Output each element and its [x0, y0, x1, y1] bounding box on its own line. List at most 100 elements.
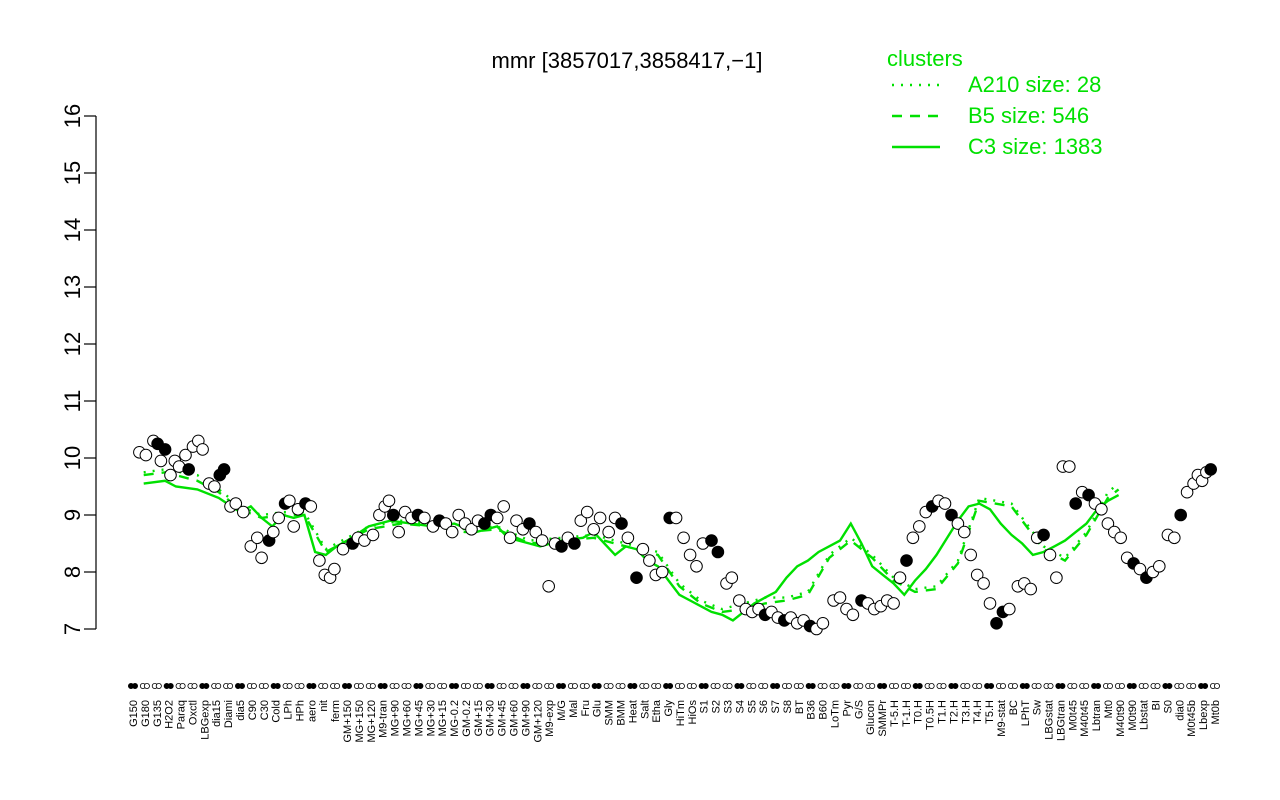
- data-point: [990, 617, 1003, 630]
- data-point: [1174, 508, 1187, 522]
- data-point: [164, 468, 177, 482]
- x-tick-label: Mt0b: [1210, 700, 1222, 724]
- x-rug-mark: [881, 683, 888, 690]
- x-rug-mark: [1190, 683, 1197, 690]
- x-tick-label: S2: [711, 700, 723, 713]
- data-point: [510, 514, 523, 528]
- x-tick-label: Mt0: [1103, 700, 1115, 718]
- data-point: [392, 525, 406, 539]
- data-point: [1043, 548, 1057, 562]
- x-tick-label: BC: [1008, 700, 1020, 715]
- x-rug-mark: [571, 683, 578, 690]
- y-tick-label: 9: [60, 509, 85, 521]
- y-axis: 7 8 9 10 11 12 13 14 15 16: [60, 104, 97, 635]
- data-point: [711, 545, 725, 559]
- data-point: [382, 494, 396, 508]
- x-tick-label: GM+30: [485, 700, 497, 736]
- data-point: [523, 517, 536, 530]
- data-point: [1114, 531, 1127, 545]
- x-rug-mark: [1000, 683, 1007, 690]
- data-point: [602, 525, 616, 539]
- x-rug-mark: [322, 683, 329, 690]
- data-point: [643, 554, 656, 567]
- x-rug-mark: [250, 683, 257, 690]
- x-tick-label: S6: [758, 700, 770, 713]
- data-point: [893, 571, 907, 585]
- x-rug-mark: [774, 683, 781, 690]
- x-tick-label: Etha: [651, 699, 663, 723]
- x-rug-mark: [964, 683, 971, 690]
- data-point: [490, 511, 504, 525]
- x-rug-mark: [976, 683, 983, 690]
- x-tick-label: MG+120: [366, 700, 378, 743]
- x-tick-label: M/G: [556, 700, 568, 721]
- x-tick-label: nit: [318, 700, 330, 712]
- x-rug-mark: [786, 683, 793, 690]
- legend-title: clusters: [887, 46, 963, 71]
- data-point: [217, 463, 231, 476]
- x-rug-mark: [238, 683, 245, 690]
- x-rug-mark: [286, 683, 293, 690]
- x-rug-mark: [476, 683, 483, 690]
- x-rug-mark: [345, 683, 352, 690]
- x-tick-label: T0.5H: [925, 700, 937, 730]
- x-rug-mark: [690, 683, 697, 690]
- x-tick-label: dia0: [1174, 700, 1186, 721]
- x-rug-mark: [262, 683, 269, 690]
- x-rug-mark: [191, 683, 198, 690]
- data-point: [887, 597, 900, 610]
- x-tick-label: Salt: [639, 700, 651, 719]
- x-tick-label: M9-stat: [996, 700, 1008, 737]
- data-point: [196, 443, 209, 456]
- x-tick-label: B60: [818, 700, 830, 720]
- data-point: [304, 500, 318, 513]
- x-rug-mark: [227, 683, 234, 690]
- x-rug-mark: [1130, 683, 1137, 690]
- x-rug-mark: [167, 683, 174, 690]
- x-tick-label: M9-exp: [544, 700, 556, 737]
- legend-entry-label: A210 size: 28: [968, 72, 1101, 97]
- data-point: [283, 494, 296, 508]
- x-tick-label: HiTm: [675, 700, 687, 726]
- x-tick-label: S5: [746, 700, 758, 713]
- x-tick-label: M0t90: [1127, 700, 1139, 731]
- data-point: [328, 562, 341, 576]
- x-rug-mark: [1071, 683, 1078, 690]
- data-point: [816, 617, 830, 630]
- series-layer: [143, 468, 1120, 622]
- x-rug-mark: [369, 683, 376, 690]
- x-tick-label: Glu: [592, 700, 604, 717]
- x-rug-mark: [893, 683, 900, 690]
- x-tick-label: MG+45: [413, 700, 425, 736]
- x-tick-label: GM+15: [473, 700, 485, 736]
- x-tick-label: MG+90: [390, 700, 402, 736]
- data-point: [287, 520, 301, 533]
- data-point: [630, 571, 643, 585]
- x-tick-label: T4.H: [972, 700, 984, 724]
- x-rug-mark: [334, 683, 341, 690]
- data-point: [1180, 485, 1194, 499]
- x-tick-label: S4: [734, 700, 746, 713]
- data-point: [906, 531, 920, 545]
- x-tick-label: M0t45: [1067, 700, 1079, 731]
- data-point: [983, 597, 997, 610]
- x-rug-mark: [310, 683, 317, 690]
- x-tick-label: aero: [306, 700, 318, 722]
- x-rug-mark: [643, 683, 650, 690]
- x-tick-label: dia15: [211, 700, 223, 727]
- x-tick-label: LBGstat: [1044, 700, 1056, 740]
- x-tick-label: BMM: [615, 700, 627, 726]
- x-tick-label: SMMPr: [877, 700, 889, 737]
- data-point: [255, 551, 268, 565]
- data-point: [568, 537, 581, 550]
- x-tick-label: GM-0.2: [461, 700, 473, 737]
- y-tick-label: 15: [60, 161, 85, 185]
- data-point: [366, 528, 380, 542]
- x-tick-label: T2.H: [948, 700, 960, 724]
- x-tick-label: GM+120: [532, 700, 544, 743]
- data-point: [478, 517, 491, 530]
- data-point: [452, 508, 466, 522]
- x-tick-label: BT: [794, 700, 806, 714]
- data-point: [951, 517, 965, 530]
- y-tick-label: 11: [60, 390, 85, 413]
